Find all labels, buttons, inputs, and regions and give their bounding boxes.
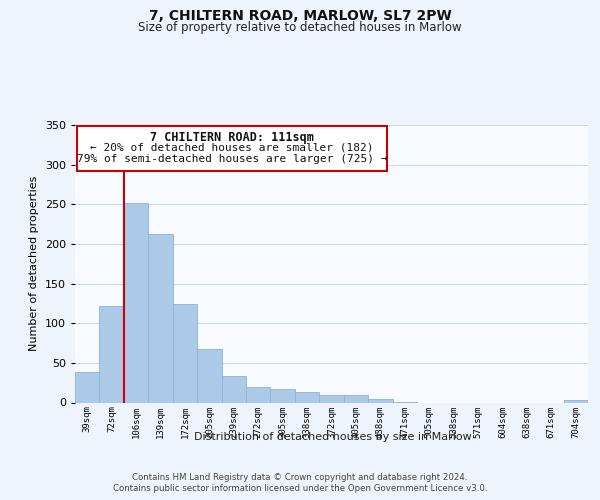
Text: 7, CHILTERN ROAD, MARLOW, SL7 2PW: 7, CHILTERN ROAD, MARLOW, SL7 2PW	[149, 9, 451, 23]
Bar	[221, 376, 246, 402]
Bar	[563, 400, 588, 402]
Text: Contains public sector information licensed under the Open Government Licence v3: Contains public sector information licen…	[113, 484, 487, 493]
Text: ← 20% of detached houses are smaller (182): ← 20% of detached houses are smaller (18…	[90, 142, 374, 152]
Bar	[124, 202, 148, 402]
Bar	[173, 304, 197, 402]
Bar	[197, 348, 221, 403]
Bar	[344, 394, 368, 402]
Text: Distribution of detached houses by size in Marlow: Distribution of detached houses by size …	[194, 432, 472, 442]
Bar	[319, 394, 344, 402]
Bar	[295, 392, 319, 402]
Bar	[271, 389, 295, 402]
Text: Size of property relative to detached houses in Marlow: Size of property relative to detached ho…	[138, 22, 462, 35]
Bar	[100, 306, 124, 402]
Y-axis label: Number of detached properties: Number of detached properties	[29, 176, 39, 352]
Bar	[368, 398, 392, 402]
Text: Contains HM Land Registry data © Crown copyright and database right 2024.: Contains HM Land Registry data © Crown c…	[132, 472, 468, 482]
Bar	[148, 234, 173, 402]
Bar	[75, 372, 100, 402]
Text: 7 CHILTERN ROAD: 111sqm: 7 CHILTERN ROAD: 111sqm	[150, 131, 314, 144]
Text: 79% of semi-detached houses are larger (725) →: 79% of semi-detached houses are larger (…	[77, 154, 387, 164]
Bar	[246, 386, 271, 402]
